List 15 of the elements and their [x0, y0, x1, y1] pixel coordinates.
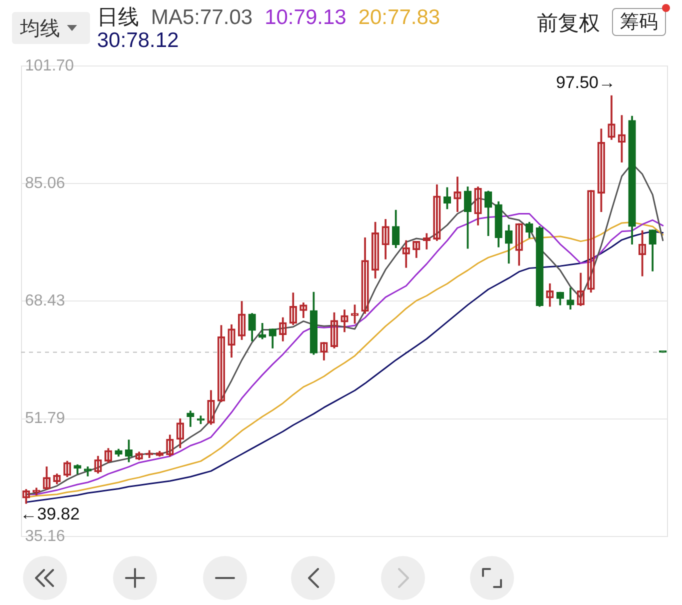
- text: MA5:77.03: [151, 6, 253, 29]
- y-tick-label: 101.70: [25, 57, 74, 74]
- y-tick-label: 68.43: [25, 292, 66, 310]
- text: 均线: [20, 16, 60, 42]
- text: 10:79.13: [264, 6, 346, 29]
- text: 30:78.12: [97, 29, 179, 52]
- y-tick-label: 35.16: [25, 528, 66, 545]
- chart-title: 日线: [97, 6, 139, 29]
- text: 前复权: [537, 11, 600, 37]
- y-tick-label: 85.06: [25, 175, 66, 192]
- annotation: 97.50→: [556, 72, 616, 92]
- y-tick-label: 51.79: [25, 410, 66, 428]
- text: 20:77.83: [358, 6, 440, 29]
- annotation: ←39.82: [20, 504, 80, 524]
- text: 筹码: [612, 8, 666, 36]
